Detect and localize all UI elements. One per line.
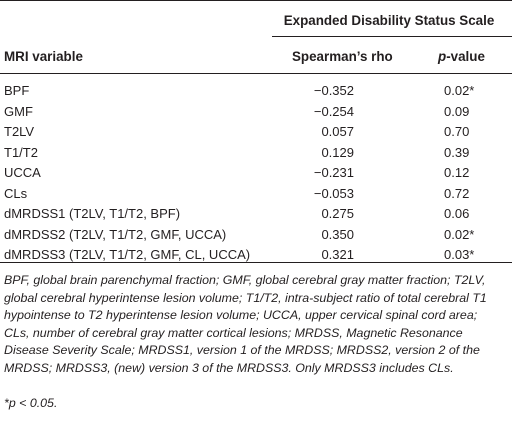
group-header-rule bbox=[272, 36, 512, 37]
p-symbol: p bbox=[438, 49, 447, 64]
cell-variable: dMRDSS3 (T2LV, T1/T2, GMF, CL, UCCA) bbox=[4, 247, 251, 262]
cell-p-value: 0.06 bbox=[444, 206, 470, 221]
cell-rho: 0.057 bbox=[321, 124, 354, 139]
table-row: dMRDSS3 (T2LV, T1/T2, GMF, CL, UCCA) 0.3… bbox=[0, 244, 512, 265]
table-row: T1/T2 0.129 0.39 bbox=[0, 142, 512, 163]
table-row: dMRDSS1 (T2LV, T1/T2, BPF) 0.275 0.06 bbox=[0, 203, 512, 224]
table-row: GMF −0.254 0.09 bbox=[0, 101, 512, 122]
header-bottom-rule bbox=[0, 73, 512, 74]
group-header: Expanded Disability Status Scale bbox=[283, 13, 495, 28]
cell-rho: 0.129 bbox=[321, 144, 354, 160]
column-header-variable: MRI variable bbox=[4, 49, 83, 64]
cell-variable: T1/T2 bbox=[4, 144, 38, 160]
cell-p-value: 0.03* bbox=[444, 247, 475, 262]
significance-note: *p < 0.05. bbox=[4, 396, 58, 410]
cell-variable: GMF bbox=[4, 103, 33, 119]
cell-rho: 0.321 bbox=[321, 247, 354, 262]
cell-variable: dMRDSS2 (T2LV, T1/T2, GMF, UCCA) bbox=[4, 226, 227, 242]
table-row: BPF −0.352 0.02* bbox=[0, 80, 512, 101]
cell-variable: UCCA bbox=[4, 165, 41, 180]
table-row: CLs −0.053 0.72 bbox=[0, 183, 512, 204]
cell-rho: −0.254 bbox=[313, 103, 354, 119]
cell-variable: CLs bbox=[4, 185, 28, 201]
cell-rho: −0.352 bbox=[313, 83, 354, 98]
table-bottom-rule bbox=[0, 262, 512, 263]
p-suffix: -value bbox=[446, 49, 485, 64]
cell-p-value: 0.02* bbox=[444, 226, 475, 242]
cell-p-value: 0.70 bbox=[444, 124, 470, 139]
column-header-rho: Spearman’s rho bbox=[292, 49, 393, 64]
table-row: dMRDSS2 (T2LV, T1/T2, GMF, UCCA) 0.350 0… bbox=[0, 224, 512, 245]
cell-rho: −0.053 bbox=[313, 185, 354, 201]
cell-p-value: 0.09 bbox=[444, 103, 470, 119]
cell-variable: T2LV bbox=[4, 124, 35, 139]
cell-variable: dMRDSS1 (T2LV, T1/T2, BPF) bbox=[4, 206, 181, 221]
table-body: BPF −0.352 0.02* GMF −0.254 0.09 T2LV 0.… bbox=[0, 80, 512, 265]
column-header-p-value: p-value bbox=[438, 49, 485, 64]
table-row: T2LV 0.057 0.70 bbox=[0, 121, 512, 142]
abbreviations-footnote: BPF, global brain parenchymal fraction; … bbox=[4, 273, 487, 375]
cell-p-value: 0.39 bbox=[444, 144, 470, 160]
table-row: UCCA −0.231 0.12 bbox=[0, 162, 512, 183]
cell-variable: BPF bbox=[4, 83, 30, 98]
cell-p-value: 0.02* bbox=[444, 83, 475, 98]
cell-rho: 0.275 bbox=[321, 206, 354, 221]
cell-rho: −0.231 bbox=[313, 165, 354, 180]
cell-rho: 0.350 bbox=[321, 226, 354, 242]
cell-p-value: 0.72 bbox=[444, 185, 470, 201]
cell-p-value: 0.12 bbox=[444, 165, 470, 180]
table-top-rule bbox=[0, 0, 512, 1]
